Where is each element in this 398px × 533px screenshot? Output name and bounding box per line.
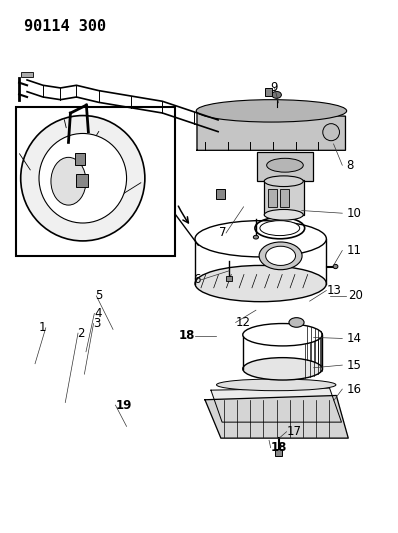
Ellipse shape	[195, 221, 326, 257]
Text: 6: 6	[193, 273, 201, 286]
Ellipse shape	[323, 124, 339, 141]
Text: 18: 18	[179, 329, 195, 342]
Polygon shape	[211, 388, 341, 422]
Bar	[265, 88, 272, 96]
Bar	[264, 180, 304, 215]
Ellipse shape	[260, 221, 300, 236]
Ellipse shape	[217, 379, 336, 391]
Text: 13: 13	[326, 284, 341, 297]
Ellipse shape	[243, 358, 322, 380]
Text: 8: 8	[346, 159, 354, 172]
Text: 4: 4	[94, 307, 102, 320]
Bar	[76, 174, 88, 187]
Ellipse shape	[196, 100, 347, 122]
Text: 10: 10	[346, 207, 361, 220]
Bar	[216, 189, 225, 199]
Ellipse shape	[264, 209, 303, 220]
Text: 19: 19	[115, 399, 132, 411]
Ellipse shape	[195, 265, 326, 302]
Ellipse shape	[259, 242, 302, 270]
Text: 12: 12	[236, 316, 251, 329]
Text: 1: 1	[38, 321, 46, 334]
Text: 90114 300: 90114 300	[24, 19, 106, 34]
Ellipse shape	[267, 158, 303, 172]
Ellipse shape	[243, 324, 322, 346]
Text: 16: 16	[346, 383, 361, 395]
Bar	[75, 153, 85, 165]
Bar	[226, 276, 232, 281]
Ellipse shape	[289, 318, 304, 327]
Bar	[268, 189, 277, 207]
Text: 11: 11	[346, 244, 361, 257]
Ellipse shape	[21, 116, 145, 241]
Text: 3: 3	[94, 317, 101, 330]
Text: 2: 2	[78, 327, 85, 340]
Text: 20: 20	[348, 289, 363, 302]
Text: 17: 17	[287, 425, 302, 438]
Ellipse shape	[39, 133, 127, 223]
Ellipse shape	[264, 176, 303, 187]
Ellipse shape	[272, 92, 281, 99]
Polygon shape	[197, 111, 345, 150]
Text: 7: 7	[219, 227, 227, 239]
Text: 15: 15	[346, 359, 361, 372]
Ellipse shape	[51, 157, 86, 205]
Bar	[275, 449, 282, 456]
Text: 9: 9	[271, 82, 278, 94]
Ellipse shape	[333, 264, 338, 269]
Bar	[280, 189, 289, 207]
Bar	[21, 72, 33, 77]
Text: 5: 5	[96, 289, 103, 302]
Text: 18: 18	[271, 441, 287, 454]
Polygon shape	[205, 395, 348, 438]
Bar	[16, 107, 175, 256]
Bar	[257, 152, 313, 181]
Ellipse shape	[265, 246, 295, 265]
Text: 14: 14	[346, 332, 361, 345]
Ellipse shape	[253, 236, 259, 239]
